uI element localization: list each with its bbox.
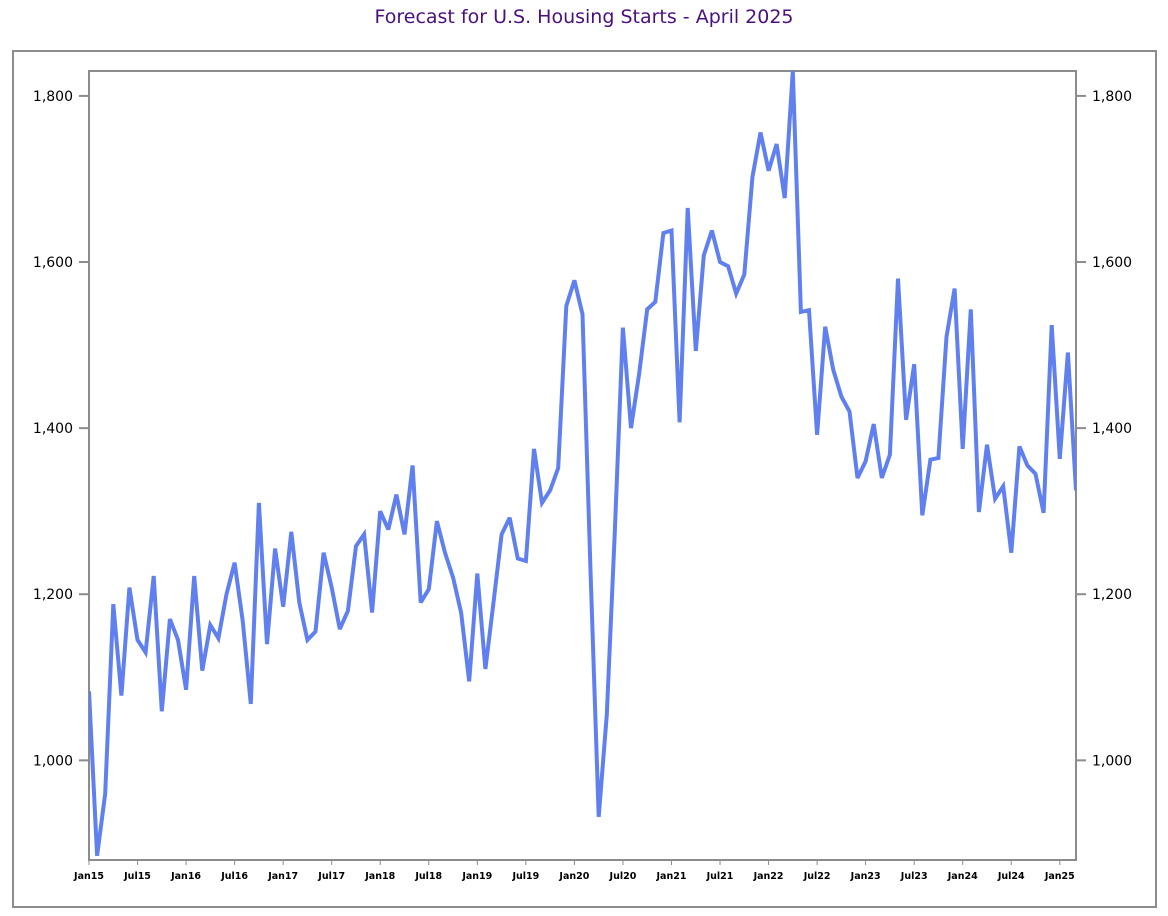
- x-tick-label: Jul18: [414, 871, 442, 882]
- plot-area: [88, 70, 1077, 861]
- x-tick-label: Jan18: [364, 871, 395, 882]
- x-tick-label: Jan15: [73, 871, 104, 882]
- y-tick-label-left: 1,400: [33, 421, 73, 437]
- y-tick-label-left: 1,200: [33, 587, 73, 603]
- y-axis-left: 1,000 1,200 1,400 1,600 1,800: [33, 89, 89, 769]
- x-tick-label: Jan23: [850, 871, 881, 882]
- x-tick-label: Jul21: [706, 871, 734, 882]
- y-tick-label-right: 1,400: [1092, 421, 1132, 437]
- x-tick-label: Jan20: [558, 871, 589, 882]
- y-tick-label-left: 1,000: [33, 753, 73, 769]
- x-tick-label: Jul20: [609, 871, 637, 882]
- x-tick-label: Jul16: [220, 871, 248, 882]
- y-tick-label-right: 1,600: [1092, 255, 1132, 271]
- y-tick-label-left: 1,600: [33, 255, 73, 271]
- x-tick-label: Jan24: [947, 871, 978, 882]
- series-line: [89, 71, 1076, 857]
- y-tick-label-right: 1,000: [1092, 753, 1132, 769]
- x-tick-label: Jan17: [267, 871, 298, 882]
- x-tick-label: Jan19: [461, 871, 492, 882]
- x-tick-label: Jul22: [803, 871, 831, 882]
- x-tick-label: Jul19: [511, 871, 539, 882]
- x-tick-label: Jul17: [317, 871, 345, 882]
- x-tick-label: Jan22: [753, 871, 784, 882]
- y-tick-label-right: 1,800: [1092, 89, 1132, 105]
- chart-title: Forecast for U.S. Housing Starts - April…: [374, 6, 794, 28]
- y-tick-label-left: 1,800: [33, 89, 73, 105]
- y-axis-right: 1,000 1,200 1,400 1,600 1,800: [1076, 89, 1132, 769]
- y-tick-label-right: 1,200: [1092, 587, 1132, 603]
- x-axis: Jan15 Jul15 Jan16 Jul16 Jan17 Jul17 Jan18 Jul18…: [73, 860, 1075, 882]
- x-tick-label: Jul24: [997, 871, 1025, 882]
- outer-frame: [12, 50, 1157, 908]
- x-tick-label: Jan21: [656, 871, 687, 882]
- x-tick-label: Jul23: [900, 871, 928, 882]
- x-tick-label: Jan16: [170, 871, 201, 882]
- x-tick-label: Jul15: [123, 871, 151, 882]
- x-tick-label: Jan25: [1044, 871, 1075, 882]
- series-layer: [89, 71, 1076, 857]
